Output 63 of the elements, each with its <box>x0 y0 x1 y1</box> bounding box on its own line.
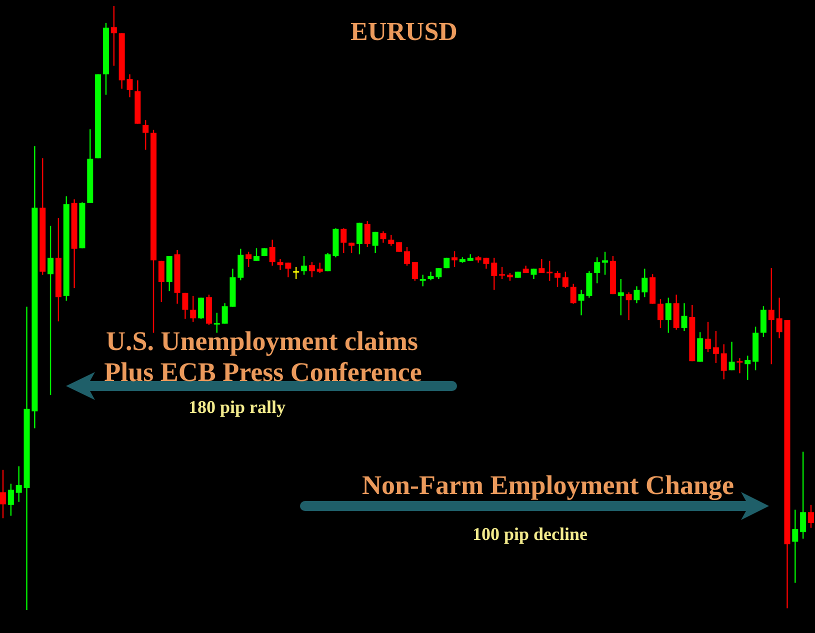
chart-title: EURUSD <box>350 17 458 46</box>
candlestick <box>301 255 308 276</box>
candlestick <box>538 258 545 274</box>
candlestick <box>158 260 164 303</box>
candlestick <box>491 257 498 290</box>
candlestick <box>190 295 196 322</box>
candlestick <box>8 483 14 516</box>
candlestick <box>198 297 204 320</box>
candlestick <box>356 222 362 255</box>
candlestick <box>736 358 743 374</box>
candlestick <box>0 469 6 519</box>
candlestick <box>182 292 188 320</box>
candlestick <box>642 268 648 298</box>
candlestick <box>530 268 537 280</box>
candlestick <box>499 266 506 280</box>
candlestick <box>142 120 149 150</box>
candlestick <box>570 283 576 304</box>
candlestick <box>697 332 704 362</box>
candlestick <box>110 5 117 66</box>
candlestick <box>340 228 347 254</box>
candlestick <box>705 321 712 353</box>
candlestick <box>808 504 814 528</box>
candlestick <box>372 231 378 254</box>
candlestick <box>380 230 386 244</box>
candlestick <box>744 355 751 380</box>
candlestick <box>618 278 624 316</box>
candlestick <box>760 306 766 338</box>
candlestick <box>594 256 600 284</box>
candlestick <box>16 466 22 502</box>
candlestick <box>269 239 276 266</box>
candlestick <box>681 302 688 332</box>
candlestick <box>246 251 252 268</box>
candlestick <box>665 297 672 334</box>
candlestick <box>657 298 664 329</box>
candlestick <box>293 266 300 280</box>
candlestick <box>554 270 561 288</box>
candlestick <box>800 451 806 540</box>
candlestick <box>316 262 323 274</box>
annotation: 180 pip rally <box>188 397 286 417</box>
candlestick <box>364 220 370 248</box>
candlestick <box>626 292 632 321</box>
candlestick <box>308 261 315 278</box>
annotation: Plus ECB Press Conference <box>104 357 422 387</box>
candlestick <box>728 341 735 371</box>
candlestick <box>792 509 798 584</box>
candlestick <box>404 246 410 266</box>
annotation: U.S. Unemployment claims <box>106 326 418 356</box>
candlestick <box>452 250 458 268</box>
candlestick <box>420 274 426 287</box>
candlestick <box>396 242 402 252</box>
candlestick <box>48 225 54 396</box>
candlestick <box>562 271 568 289</box>
candlestick <box>768 268 774 365</box>
candlestick <box>720 344 727 380</box>
candlestick <box>712 330 719 364</box>
annotation: Non-Farm Employment Change <box>362 470 734 500</box>
candlestick <box>412 261 418 282</box>
candlestick <box>634 286 640 304</box>
candlestick <box>253 248 260 262</box>
candlestick <box>546 260 553 282</box>
annotation: 100 pip decline <box>472 524 588 544</box>
candlestick <box>238 248 244 281</box>
candlestick <box>388 234 394 246</box>
